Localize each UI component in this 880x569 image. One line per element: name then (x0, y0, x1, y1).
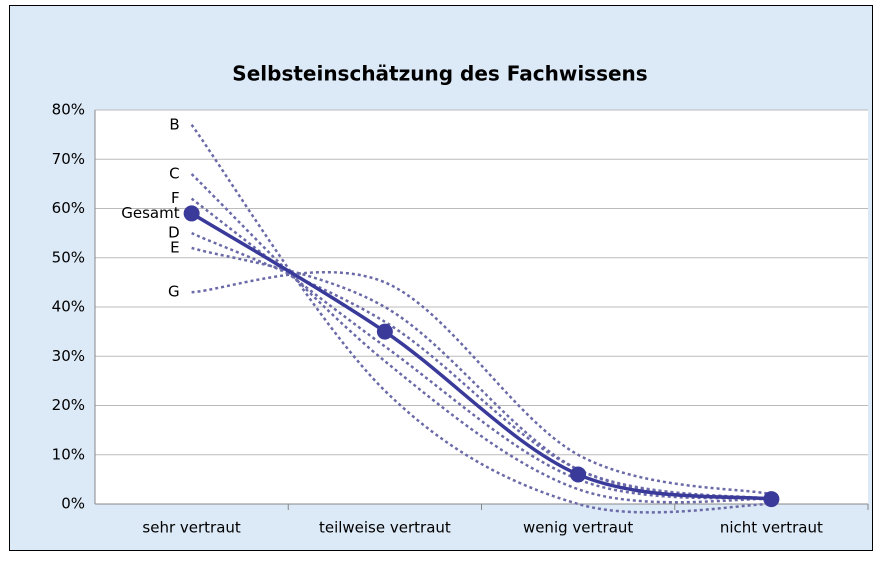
y-tick-label: 80% (52, 101, 85, 119)
series-marker (183, 205, 200, 222)
series-marker (570, 466, 587, 483)
series-label: E (170, 238, 179, 256)
series-label: Gesamt (121, 204, 179, 222)
series-line (190, 211, 772, 501)
y-tick-label: 30% (52, 347, 85, 365)
series-label: B (169, 115, 179, 133)
y-tick-label: 70% (52, 150, 85, 168)
series-line (190, 124, 772, 514)
y-tick-label: 20% (52, 396, 85, 414)
series-label: C (169, 165, 179, 183)
y-tick-label: 10% (52, 445, 85, 463)
y-tick-label: 0% (61, 495, 85, 513)
x-tick-label: wenig vertraut (523, 519, 633, 537)
x-tick-label: teilweise vertraut (319, 519, 451, 537)
y-tick-label: 40% (52, 298, 85, 316)
series-marker (376, 323, 393, 340)
series-marker (763, 491, 780, 508)
series-label: F (171, 189, 180, 207)
y-tick-label: 60% (52, 199, 85, 217)
series-label: G (168, 283, 180, 301)
chart-title: Selbsteinschätzung des Fachwissens (232, 62, 647, 86)
x-tick-label: sehr vertraut (142, 519, 241, 537)
series-label: D (168, 224, 180, 242)
x-tick-label: nicht vertraut (720, 519, 823, 537)
series-line (191, 270, 772, 496)
y-tick-label: 50% (52, 248, 85, 266)
